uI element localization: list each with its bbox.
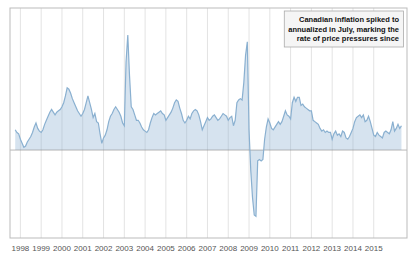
x-tick-label: 1998 [11,244,29,253]
x-tick-label: 2011 [282,244,300,253]
x-tick-label: 2010 [261,244,279,253]
background [0,0,415,260]
annotation: Canadian inflation spiked toannualized i… [284,11,403,47]
x-tick-label: 2003 [115,244,133,253]
x-tick-label: 2015 [365,244,383,253]
line [15,35,401,216]
x-tick-label: 2012 [302,244,320,253]
area [15,35,401,216]
grid-line [41,8,42,238]
x-tick-label: 2002 [95,244,113,253]
x-tick-label: 2005 [157,244,175,253]
x-tick-label: 2014 [344,244,362,253]
zero-line [10,150,407,151]
x-tick-label: 2006 [178,244,196,253]
x-tick-label: 2013 [323,244,341,253]
x-tick-label: 2009 [240,244,258,253]
x-tick-label: 2000 [53,244,71,253]
annotation-box [284,11,403,47]
chart: 1998199920002001200220032004200520062007… [0,0,415,260]
annotation-text: Canadian inflation spiked toannualized i… [288,15,399,43]
x-tick-label: 1999 [32,244,50,253]
x-axis: 1998199920002001200220032004200520062007… [11,244,383,253]
plot-frame [10,8,407,238]
x-tick-label: 2004 [136,244,154,253]
grid-line [20,8,21,238]
grid-line [103,8,104,238]
x-tick-label: 2008 [219,244,237,253]
grid-line [145,8,146,238]
plot-area [10,35,407,216]
x-tick-label: 2001 [74,244,92,253]
x-tick-label: 2007 [199,244,217,253]
